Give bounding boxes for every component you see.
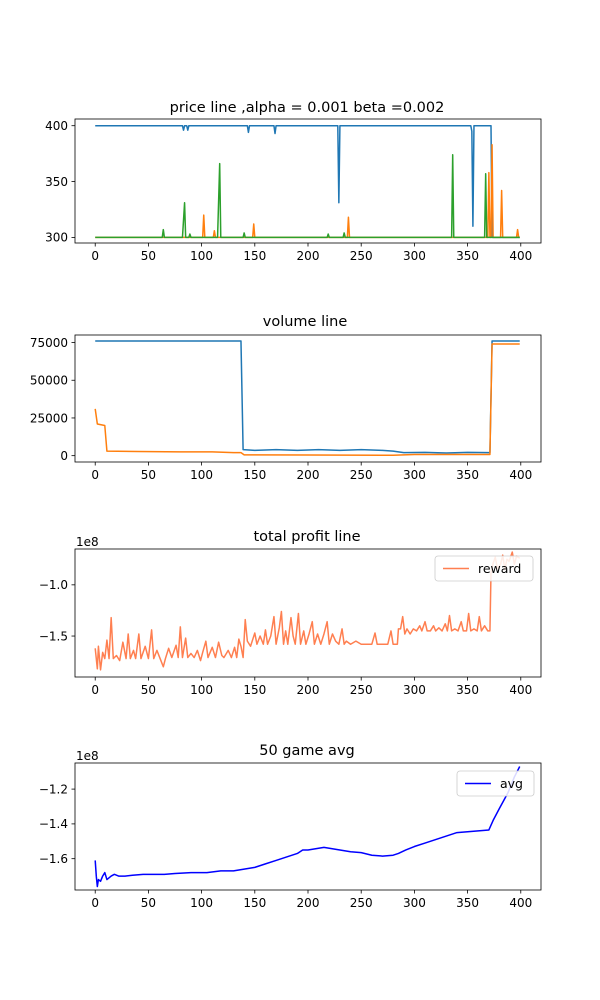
subplot-title: price line ,alpha = 0.001 beta =0.002 [170, 100, 445, 116]
x-tick-label: 100 [190, 468, 213, 482]
x-tick-label: 250 [350, 468, 373, 482]
x-tick-label: 100 [190, 683, 213, 697]
subplot-title: 50 game avg [259, 743, 354, 759]
y-tick-label: 350 [45, 175, 68, 189]
x-tick-label: 200 [297, 249, 320, 263]
plot-area [95, 124, 520, 239]
x-tick-label: 400 [509, 249, 532, 263]
x-tick-label: 150 [243, 896, 266, 910]
x-tick-label: 250 [350, 683, 373, 697]
x-tick-label: 0 [91, 468, 99, 482]
legend-label: avg [500, 776, 523, 791]
y-tick-label: −1.4 [39, 817, 68, 831]
x-tick-label: 200 [297, 468, 320, 482]
x-tick-label: 200 [297, 683, 320, 697]
y-tick-label: −1.6 [39, 852, 68, 866]
x-tick-label: 350 [456, 896, 479, 910]
x-tick-label: 150 [243, 683, 266, 697]
x-tick-label: 0 [91, 896, 99, 910]
plot-area [94, 340, 520, 456]
y-offset-label: 1e8 [76, 535, 99, 549]
x-tick-label: 350 [456, 468, 479, 482]
x-tick-label: 50 [141, 249, 156, 263]
x-tick-label: 300 [403, 896, 426, 910]
x-tick-label: 350 [456, 683, 479, 697]
y-tick-label: 25000 [30, 411, 68, 425]
x-tick-label: 400 [509, 468, 532, 482]
subplot-50-game-avg: 50 game avg 1e8 0 50 100 150 200 250 300 350 400… [39, 743, 542, 910]
series-line-2 [94, 343, 520, 456]
legend-box [456, 770, 535, 797]
series-line-1 [95, 340, 520, 454]
series-line-3 [95, 154, 520, 239]
y-tick-label: −1.5 [39, 629, 68, 643]
y-offset-label: 1e8 [76, 749, 99, 763]
x-tick-label: 400 [509, 683, 532, 697]
subplot-price-line: price line ,alpha = 0.001 beta =0.002 0 5… [45, 100, 542, 263]
plot-area [94, 551, 521, 671]
x-tick-label: 150 [243, 468, 266, 482]
y-tick-label: 400 [45, 119, 68, 133]
subplot-title: volume line [263, 314, 348, 330]
x-tick-label: 300 [403, 468, 426, 482]
x-tick-label: 50 [141, 468, 156, 482]
y-tick-label: 0 [60, 449, 68, 463]
x-tick-label: 200 [297, 896, 320, 910]
x-tick-label: 50 [141, 683, 156, 697]
x-tick-label: 150 [243, 249, 266, 263]
x-tick-label: 350 [456, 249, 479, 263]
x-tick-label: 50 [141, 896, 156, 910]
x-tick-label: 100 [190, 896, 213, 910]
x-tick-label: 400 [509, 896, 532, 910]
series-line-1 [95, 124, 520, 239]
x-tick-label: 0 [91, 249, 99, 263]
x-tick-label: 300 [403, 683, 426, 697]
subplot-title: total profit line [253, 529, 360, 545]
legend: avg [456, 770, 535, 797]
plot-area [94, 766, 521, 888]
series-line-1 [94, 766, 521, 888]
subplot-total-profit-line: total profit line 1e8 0 50 100 150 200 250 300… [39, 529, 542, 697]
y-tick-label: −1.0 [39, 578, 68, 592]
y-tick-label: 50000 [30, 374, 68, 388]
legend-box [434, 555, 534, 582]
subplot-volume-line: volume line 0 50 100 150 200 250 300 350 400 0 250… [30, 314, 542, 482]
x-tick-label: 300 [403, 249, 426, 263]
series-line-1 [94, 551, 521, 671]
y-tick-label: 75000 [30, 336, 68, 350]
x-tick-label: 250 [350, 249, 373, 263]
legend-label: reward [478, 561, 521, 576]
y-tick-label: 300 [45, 231, 68, 245]
x-tick-label: 250 [350, 896, 373, 910]
y-tick-label: −1.2 [39, 782, 68, 796]
legend: reward [434, 555, 534, 582]
x-tick-label: 100 [190, 249, 213, 263]
x-tick-label: 0 [91, 683, 99, 697]
